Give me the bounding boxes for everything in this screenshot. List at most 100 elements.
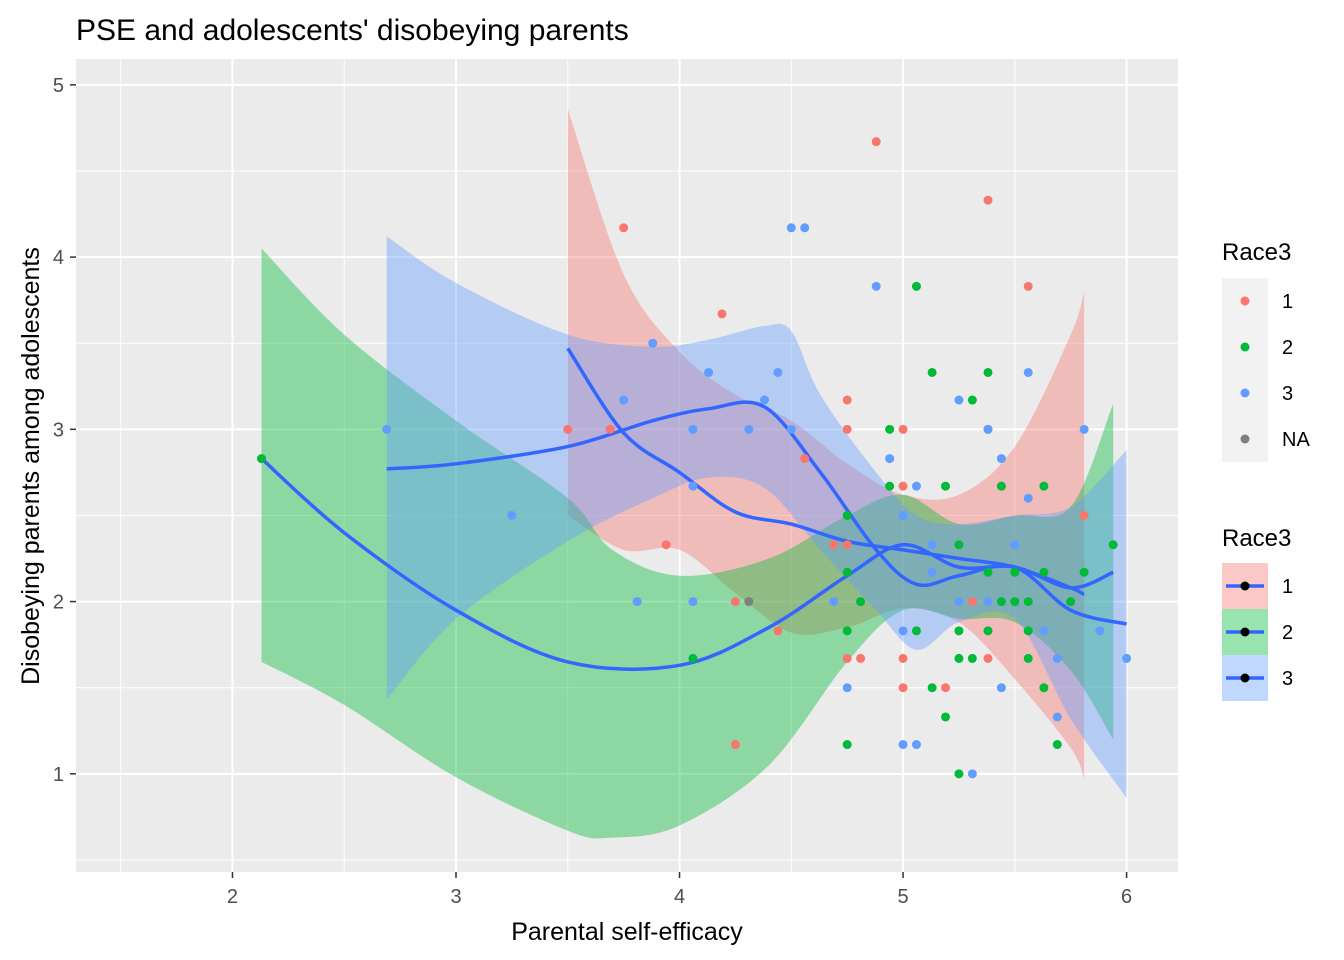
axes: 2 3 4 5 6 1 2 3 4 5 [53, 75, 1132, 908]
data-point-race-3 [996, 683, 1006, 693]
data-point-race-1 [898, 683, 908, 693]
data-point-race-1 [842, 540, 852, 550]
x-tick-label: 5 [897, 886, 908, 908]
data-point-race-3 [800, 223, 810, 233]
data-point-race-1 [842, 653, 852, 663]
data-point-race-2 [996, 481, 1006, 491]
legend-smooth-label: 3 [1282, 668, 1293, 690]
data-point-race-3 [842, 683, 852, 693]
data-point-race-1 [1079, 510, 1089, 520]
data-point-race-2 [911, 281, 921, 291]
data-point-race-3 [382, 424, 392, 434]
data-point-race-3 [898, 740, 908, 750]
data-point-race-3 [744, 424, 754, 434]
data-point-race-3 [954, 395, 964, 405]
data-point-race-2 [954, 540, 964, 550]
data-point-race-2 [1108, 540, 1118, 550]
data-points [257, 137, 1132, 779]
data-point-race-3 [786, 424, 796, 434]
data-point-race-3 [1010, 540, 1020, 550]
data-point-race-2 [983, 567, 993, 577]
data-point-race-2 [1052, 740, 1062, 750]
y-tick-label: 4 [53, 247, 64, 269]
legend-point-key [1240, 296, 1250, 306]
legend-point-key [1240, 342, 1250, 352]
data-point-race-3 [885, 454, 895, 464]
data-point-race-2 [941, 481, 951, 491]
data-point-race-3 [704, 367, 714, 377]
legend-point-label: 3 [1282, 383, 1293, 405]
data-point-race-1 [871, 137, 881, 147]
data-point-race-3 [996, 454, 1006, 464]
legend-line-point-key [1240, 581, 1250, 591]
data-point-race-2 [927, 367, 937, 377]
data-point-race-2 [885, 424, 895, 434]
plot-panel [76, 59, 1178, 872]
data-point-race-2 [967, 653, 977, 663]
data-point-race-2 [1039, 567, 1049, 577]
confidence-band-race-3 [386, 236, 1127, 798]
data-point-race-1 [842, 424, 852, 434]
data-point-race-NA [744, 597, 754, 607]
smooth-line-race-3 [386, 400, 1128, 626]
data-point-race-1 [842, 395, 852, 405]
data-point-race-1 [717, 309, 727, 319]
data-point-race-2 [1023, 653, 1033, 663]
data-point-race-1 [829, 540, 839, 550]
y-tick-label: 3 [53, 419, 64, 441]
legend-point-label: 2 [1282, 337, 1293, 359]
confidence-band-race-1 [567, 109, 1085, 779]
data-point-race-1 [800, 454, 810, 464]
data-point-race-2 [1066, 597, 1076, 607]
data-point-race-2 [257, 454, 267, 464]
data-point-race-3 [1023, 493, 1033, 503]
data-point-race-2 [856, 597, 866, 607]
x-tick-label: 2 [227, 886, 238, 908]
data-point-race-1 [730, 740, 740, 750]
data-point-race-3 [648, 338, 658, 348]
data-point-race-2 [1039, 481, 1049, 491]
data-point-race-1 [898, 481, 908, 491]
data-point-race-1 [1023, 281, 1033, 291]
data-point-race-2 [842, 740, 852, 750]
data-point-race-1 [983, 195, 993, 205]
data-point-race-2 [842, 567, 852, 577]
data-point-race-3 [688, 597, 698, 607]
data-point-race-3 [786, 223, 796, 233]
legend-points: Race3 1 2 3 NA [1222, 239, 1310, 462]
data-point-race-2 [1079, 567, 1089, 577]
data-point-race-1 [967, 597, 977, 607]
data-point-race-1 [730, 597, 740, 607]
y-tick-label: 5 [53, 75, 64, 97]
data-point-race-2 [967, 395, 977, 405]
data-point-race-3 [898, 510, 908, 520]
data-point-race-1 [983, 653, 993, 663]
data-point-race-3 [871, 281, 881, 291]
x-tick-label: 4 [674, 886, 685, 908]
data-point-race-2 [1039, 683, 1049, 693]
data-point-race-2 [927, 683, 937, 693]
legend-smooth-title: Race3 [1222, 525, 1291, 552]
data-point-race-2 [1023, 597, 1033, 607]
legend-point-key [1240, 388, 1250, 398]
data-point-race-2 [954, 769, 964, 779]
data-point-race-1 [856, 653, 866, 663]
legend-point-label: NA [1282, 429, 1310, 451]
legend-points-title: Race3 [1222, 239, 1291, 266]
data-point-race-3 [773, 367, 783, 377]
data-point-race-3 [759, 395, 769, 405]
data-point-race-3 [983, 597, 993, 607]
chart-title: PSE and adolescents' disobeying parents [76, 14, 629, 47]
data-point-race-3 [911, 740, 921, 750]
data-point-race-3 [1079, 424, 1089, 434]
data-point-race-2 [1023, 626, 1033, 636]
data-point-race-3 [983, 424, 993, 434]
legend-smooth-label: 1 [1282, 576, 1293, 598]
x-tick-label: 6 [1121, 886, 1132, 908]
data-point-race-3 [688, 424, 698, 434]
data-point-race-3 [898, 626, 908, 636]
data-point-race-2 [842, 626, 852, 636]
data-point-race-1 [898, 653, 908, 663]
data-point-race-3 [967, 769, 977, 779]
